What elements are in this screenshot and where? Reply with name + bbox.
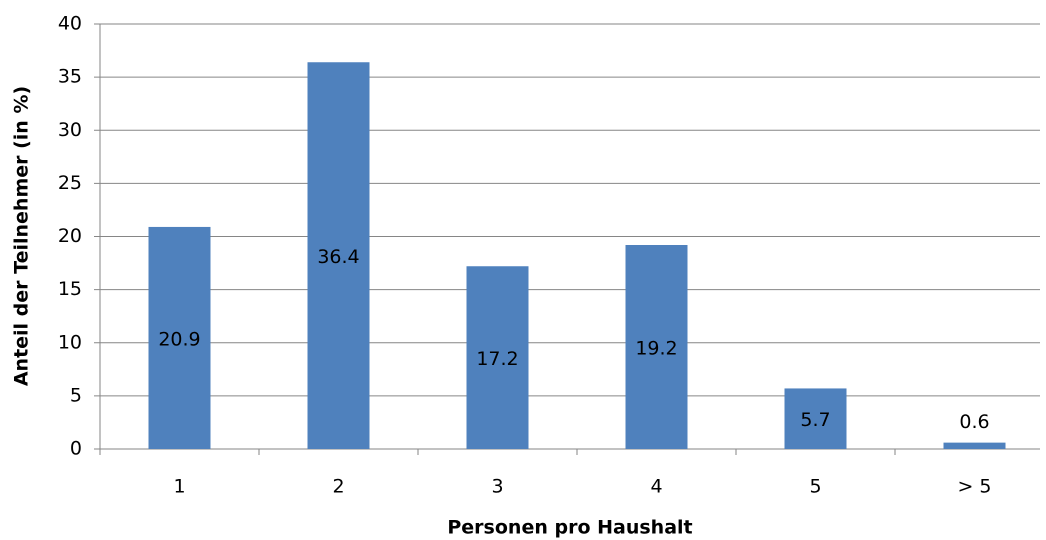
x-tick-label: > 5 [957,476,991,498]
bar [625,245,688,449]
x-axis-title: Personen pro Haushalt [447,517,692,539]
y-tick-label: 40 [58,13,82,35]
data-label: 19.2 [635,338,677,360]
bar [784,388,847,449]
data-label: 5.7 [800,409,830,431]
y-tick-label: 35 [58,66,82,88]
y-tick-label: 5 [70,384,82,406]
x-tick-label: 2 [332,476,344,498]
bar [307,62,370,449]
y-tick-label: 20 [58,225,82,247]
bar [148,226,211,449]
data-label: 0.6 [959,411,989,433]
x-tick-label: 3 [491,476,503,498]
y-tick-label: 15 [58,278,82,300]
data-label: 36.4 [317,246,359,268]
x-tick-label: 5 [809,476,821,498]
bar [943,442,1006,449]
data-label: 17.2 [476,348,518,370]
x-tick-label: 1 [173,476,185,498]
y-tick-label: 0 [70,438,82,460]
y-tick-label: 30 [58,119,82,141]
y-axis-title: Anteil der Teilnehmer (in %) [11,86,33,386]
bar [466,266,529,449]
y-tick-label: 10 [58,331,82,353]
y-tick-label: 25 [58,172,82,194]
data-label: 20.9 [158,328,200,350]
x-tick-label: 4 [650,476,662,498]
